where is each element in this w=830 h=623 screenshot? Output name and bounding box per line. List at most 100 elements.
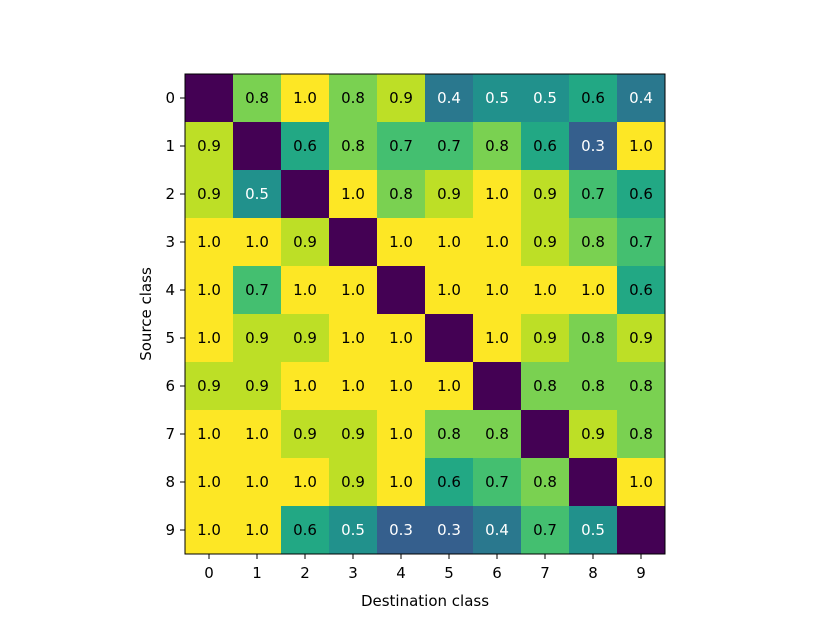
cell-value-r3-c6: 1.0 — [485, 233, 509, 251]
cell-value-r1-c6: 0.8 — [485, 137, 509, 155]
y-tick-label: 1 — [165, 137, 175, 155]
heatmap-cell-r8-c9 — [617, 458, 666, 507]
heatmap-cell-r4-c7 — [521, 266, 570, 315]
cell-value-r1-c8: 0.3 — [581, 137, 605, 155]
cell-value-r0-c3: 0.8 — [341, 89, 365, 107]
heatmap-cell-r0-c1 — [233, 74, 282, 123]
cell-value-r8-c4: 1.0 — [389, 473, 413, 491]
heatmap-cell-r0-c7 — [521, 74, 570, 123]
heatmap-cell-r7-c9 — [617, 410, 666, 459]
heatmap-cell-r1-c1 — [233, 122, 282, 171]
y-tick-label: 7 — [165, 425, 175, 443]
heatmap-cell-r1-c3 — [329, 122, 378, 171]
heatmap-cell-r5-c3 — [329, 314, 378, 363]
cell-value-r8-c0: 1.0 — [197, 473, 221, 491]
heatmap-cell-r9-c5 — [425, 506, 474, 555]
cell-value-r6-c0: 0.9 — [197, 377, 221, 395]
cell-value-r2-c6: 1.0 — [485, 185, 509, 203]
heatmap-cell-r3-c0 — [185, 218, 234, 267]
heatmap-cell-r4-c3 — [329, 266, 378, 315]
heatmap-cell-r5-c1 — [233, 314, 282, 363]
heatmap-cell-r7-c5 — [425, 410, 474, 459]
x-tick-label: 8 — [588, 564, 598, 582]
heatmap-cell-r0-c9 — [617, 74, 666, 123]
heatmap-cell-r5-c0 — [185, 314, 234, 363]
cell-value-r8-c2: 1.0 — [293, 473, 317, 491]
heatmap-cell-r5-c6 — [473, 314, 522, 363]
cell-value-r3-c2: 0.9 — [293, 233, 317, 251]
heatmap-cell-r1-c5 — [425, 122, 474, 171]
cell-value-r3-c1: 1.0 — [245, 233, 269, 251]
heatmap-cell-r7-c4 — [377, 410, 426, 459]
heatmap-cell-r3-c5 — [425, 218, 474, 267]
y-tick-label: 8 — [165, 473, 175, 491]
heatmap-cell-r9-c7 — [521, 506, 570, 555]
heatmap-cell-r2-c8 — [569, 170, 618, 219]
cell-value-r6-c9: 0.8 — [629, 377, 653, 395]
heatmap-cell-r3-c4 — [377, 218, 426, 267]
cell-value-r4-c3: 1.0 — [341, 281, 365, 299]
cell-value-r8-c6: 0.7 — [485, 473, 509, 491]
cell-value-r5-c0: 1.0 — [197, 329, 221, 347]
cell-value-r2-c5: 0.9 — [437, 185, 461, 203]
heatmap-cell-r5-c9 — [617, 314, 666, 363]
heatmap-cell-r6-c1 — [233, 362, 282, 411]
heatmap-cell-labels: 0.8 1.0 0.8 0.9 0.4 0.5 0.5 0.6 0.4 0.9 0.6 0.8 0.7 0… — [197, 89, 653, 539]
heatmap-cell-r4-c9 — [617, 266, 666, 315]
heatmap-cell-r7-c3 — [329, 410, 378, 459]
cell-value-r4-c6: 1.0 — [485, 281, 509, 299]
cell-value-r2-c7: 0.9 — [533, 185, 557, 203]
heatmap-cell-r5-c8 — [569, 314, 618, 363]
cell-value-r7-c6: 0.8 — [485, 425, 509, 443]
heatmap-cell-r3-c1 — [233, 218, 282, 267]
cell-value-r4-c7: 1.0 — [533, 281, 557, 299]
heatmap-cell-r8-c4 — [377, 458, 426, 507]
heatmap-cell-r3-c6 — [473, 218, 522, 267]
heatmap-cell-r5-c2 — [281, 314, 330, 363]
heatmap-cell-r1-c8 — [569, 122, 618, 171]
x-tick-label: 5 — [444, 564, 454, 582]
x-axis-ticks: 0 1 2 3 4 5 6 7 8 9 — [204, 554, 646, 582]
heatmap-cell-r5-c4 — [377, 314, 426, 363]
cell-value-r0-c6: 0.5 — [485, 89, 509, 107]
cell-value-r7-c1: 1.0 — [245, 425, 269, 443]
cell-value-r5-c2: 0.9 — [293, 329, 317, 347]
heatmap-cell-r2-c2 — [281, 170, 330, 219]
heatmap-cell-r6-c3 — [329, 362, 378, 411]
cell-value-r1-c5: 0.7 — [437, 137, 461, 155]
heatmap-cell-r2-c0 — [185, 170, 234, 219]
cell-value-r4-c2: 1.0 — [293, 281, 317, 299]
heatmap-cell-r6-c5 — [425, 362, 474, 411]
cell-value-r7-c4: 1.0 — [389, 425, 413, 443]
heatmap-cell-r1-c2 — [281, 122, 330, 171]
heatmap-cell-r0-c8 — [569, 74, 618, 123]
cell-value-r4-c8: 1.0 — [581, 281, 605, 299]
y-axis-ticks: 0 1 2 3 4 5 6 7 8 9 — [165, 89, 185, 539]
x-tick-label: 1 — [252, 564, 262, 582]
y-tick-label: 2 — [165, 185, 175, 203]
cell-value-r0-c2: 1.0 — [293, 89, 317, 107]
heatmap-cell-r1-c4 — [377, 122, 426, 171]
cell-value-r2-c1: 0.5 — [245, 185, 269, 203]
heatmap-cell-r2-c7 — [521, 170, 570, 219]
heatmap-cell-r2-c6 — [473, 170, 522, 219]
cell-value-r6-c5: 1.0 — [437, 377, 461, 395]
heatmap-cell-r8-c6 — [473, 458, 522, 507]
heatmap-cell-r7-c0 — [185, 410, 234, 459]
y-tick-label: 6 — [165, 377, 175, 395]
cell-value-r1-c3: 0.8 — [341, 137, 365, 155]
cell-value-r4-c1: 0.7 — [245, 281, 269, 299]
heatmap-cell-r8-c8 — [569, 458, 618, 507]
cell-value-r0-c1: 0.8 — [245, 89, 269, 107]
cell-value-r6-c3: 1.0 — [341, 377, 365, 395]
cell-value-r3-c4: 1.0 — [389, 233, 413, 251]
y-tick-label: 4 — [165, 281, 175, 299]
cell-value-r8-c7: 0.8 — [533, 473, 557, 491]
cell-value-r9-c1: 1.0 — [245, 521, 269, 539]
heatmap-cell-r4-c0 — [185, 266, 234, 315]
heatmap-cell-r6-c9 — [617, 362, 666, 411]
heatmap-cell-r6-c6 — [473, 362, 522, 411]
heatmap-cells — [185, 74, 666, 555]
x-tick-label: 9 — [636, 564, 646, 582]
